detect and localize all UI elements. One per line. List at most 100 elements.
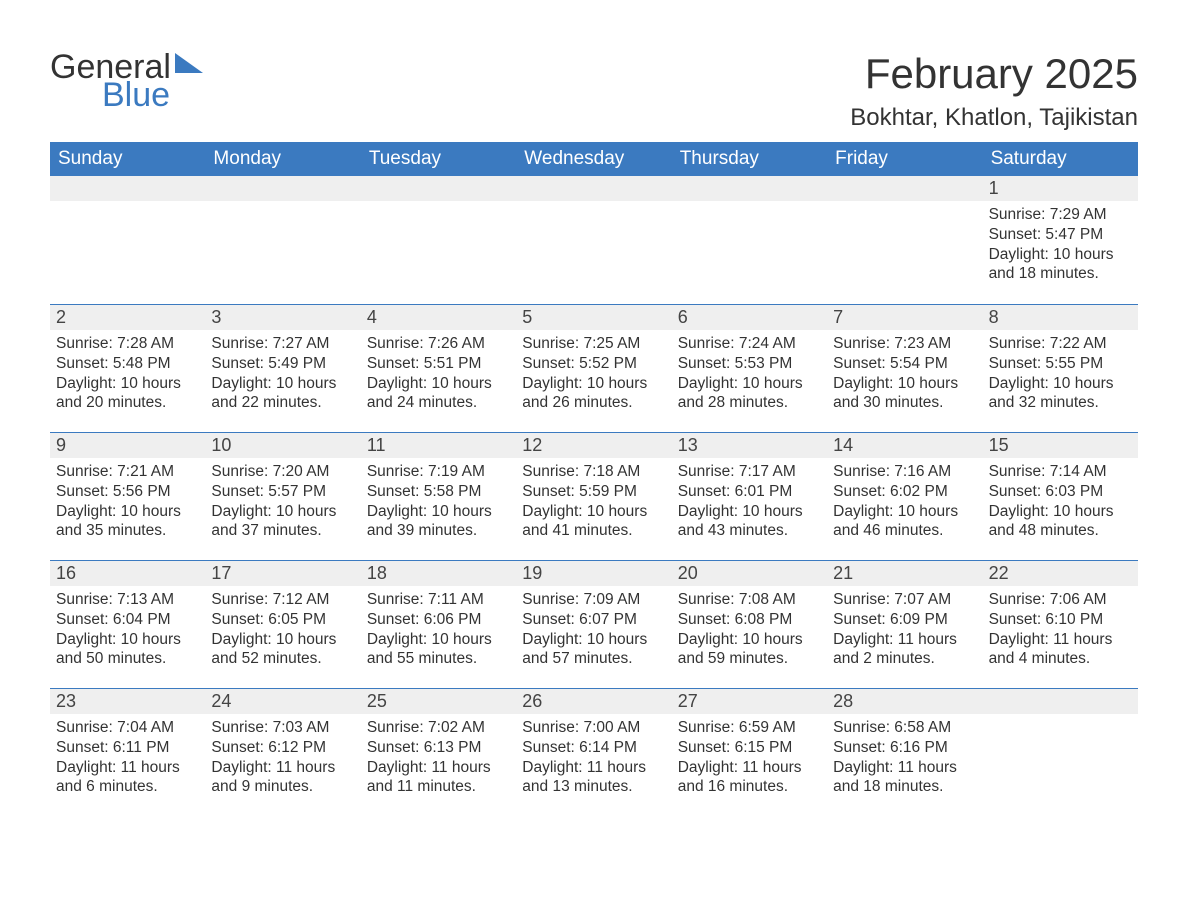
- day-number: 23: [56, 691, 76, 711]
- day-number: 20: [678, 563, 698, 583]
- sunset-line: Sunset: 6:01 PM: [678, 482, 814, 502]
- day-number-strip: [827, 176, 982, 201]
- sunset-line: Sunset: 6:09 PM: [833, 610, 969, 630]
- day-body: Sunrise: 7:12 AMSunset: 6:05 PMDaylight:…: [209, 586, 349, 669]
- day-body: Sunrise: 7:08 AMSunset: 6:08 PMDaylight:…: [676, 586, 816, 669]
- day-number: 27: [678, 691, 698, 711]
- day-number: 5: [522, 307, 532, 327]
- weeks-container: 1Sunrise: 7:29 AMSunset: 5:47 PMDaylight…: [50, 176, 1138, 816]
- day-number-strip: 14: [827, 433, 982, 458]
- day-cell: 8Sunrise: 7:22 AMSunset: 5:55 PMDaylight…: [983, 305, 1138, 432]
- sunset-line: Sunset: 5:55 PM: [989, 354, 1125, 374]
- day-number-strip: 19: [516, 561, 671, 586]
- day-number: 4: [367, 307, 377, 327]
- sunset-line: Sunset: 6:05 PM: [211, 610, 347, 630]
- day-number-strip: 5: [516, 305, 671, 330]
- daylight-line: Daylight: 10 hours and 35 minutes.: [56, 502, 192, 542]
- day-number: 7: [833, 307, 843, 327]
- sunrise-line: Sunrise: 7:12 AM: [211, 590, 347, 610]
- daylight-line: Daylight: 10 hours and 57 minutes.: [522, 630, 658, 670]
- day-number-strip: [361, 176, 516, 201]
- sunrise-line: Sunrise: 7:22 AM: [989, 334, 1125, 354]
- sunset-line: Sunset: 5:58 PM: [367, 482, 503, 502]
- sunrise-line: Sunrise: 7:17 AM: [678, 462, 814, 482]
- day-body: Sunrise: 7:16 AMSunset: 6:02 PMDaylight:…: [831, 458, 971, 541]
- day-number-strip: [50, 176, 205, 201]
- day-number-strip: [983, 689, 1138, 714]
- day-cell: 17Sunrise: 7:12 AMSunset: 6:05 PMDayligh…: [205, 561, 360, 688]
- day-number-strip: 1: [983, 176, 1138, 201]
- day-number: 10: [211, 435, 231, 455]
- sunrise-line: Sunrise: 7:28 AM: [56, 334, 192, 354]
- day-cell: 26Sunrise: 7:00 AMSunset: 6:14 PMDayligh…: [516, 689, 671, 816]
- day-cell: 12Sunrise: 7:18 AMSunset: 5:59 PMDayligh…: [516, 433, 671, 560]
- day-body: Sunrise: 7:17 AMSunset: 6:01 PMDaylight:…: [676, 458, 816, 541]
- day-of-week-cell: Tuesday: [361, 142, 516, 176]
- day-number-strip: [205, 176, 360, 201]
- sunset-line: Sunset: 5:51 PM: [367, 354, 503, 374]
- brand-logo: General Blue: [50, 50, 203, 112]
- day-of-week-header: SundayMondayTuesdayWednesdayThursdayFrid…: [50, 142, 1138, 176]
- day-body: Sunrise: 7:27 AMSunset: 5:49 PMDaylight:…: [209, 330, 349, 413]
- week-row: 1Sunrise: 7:29 AMSunset: 5:47 PMDaylight…: [50, 176, 1138, 304]
- daylight-line: Daylight: 10 hours and 43 minutes.: [678, 502, 814, 542]
- day-cell: 5Sunrise: 7:25 AMSunset: 5:52 PMDaylight…: [516, 305, 671, 432]
- day-cell: 2Sunrise: 7:28 AMSunset: 5:48 PMDaylight…: [50, 305, 205, 432]
- day-number-strip: 23: [50, 689, 205, 714]
- daylight-line: Daylight: 10 hours and 20 minutes.: [56, 374, 192, 414]
- day-body: Sunrise: 6:59 AMSunset: 6:15 PMDaylight:…: [676, 714, 816, 797]
- day-cell: 6Sunrise: 7:24 AMSunset: 5:53 PMDaylight…: [672, 305, 827, 432]
- day-body: Sunrise: 7:19 AMSunset: 5:58 PMDaylight:…: [365, 458, 505, 541]
- daylight-line: Daylight: 11 hours and 16 minutes.: [678, 758, 814, 798]
- sunset-line: Sunset: 6:03 PM: [989, 482, 1125, 502]
- sunrise-line: Sunrise: 7:14 AM: [989, 462, 1125, 482]
- day-of-week-cell: Friday: [827, 142, 982, 176]
- calendar-grid: SundayMondayTuesdayWednesdayThursdayFrid…: [50, 142, 1138, 816]
- sunset-line: Sunset: 5:57 PM: [211, 482, 347, 502]
- day-cell: 13Sunrise: 7:17 AMSunset: 6:01 PMDayligh…: [672, 433, 827, 560]
- day-cell: 23Sunrise: 7:04 AMSunset: 6:11 PMDayligh…: [50, 689, 205, 816]
- daylight-line: Daylight: 11 hours and 18 minutes.: [833, 758, 969, 798]
- day-number-strip: 28: [827, 689, 982, 714]
- day-number: 9: [56, 435, 66, 455]
- empty-day-cell: [672, 176, 827, 304]
- day-number-strip: 12: [516, 433, 671, 458]
- daylight-line: Daylight: 11 hours and 9 minutes.: [211, 758, 347, 798]
- day-number-strip: 3: [205, 305, 360, 330]
- sunrise-line: Sunrise: 7:11 AM: [367, 590, 503, 610]
- day-cell: 19Sunrise: 7:09 AMSunset: 6:07 PMDayligh…: [516, 561, 671, 688]
- day-number: 28: [833, 691, 853, 711]
- sunset-line: Sunset: 6:06 PM: [367, 610, 503, 630]
- day-number-strip: [516, 176, 671, 201]
- sunset-line: Sunset: 5:53 PM: [678, 354, 814, 374]
- day-number: 3: [211, 307, 221, 327]
- daylight-line: Daylight: 11 hours and 11 minutes.: [367, 758, 503, 798]
- month-title: February 2025: [850, 50, 1138, 98]
- sunrise-line: Sunrise: 6:58 AM: [833, 718, 969, 738]
- daylight-line: Daylight: 10 hours and 39 minutes.: [367, 502, 503, 542]
- sunrise-line: Sunrise: 7:24 AM: [678, 334, 814, 354]
- day-number-strip: 25: [361, 689, 516, 714]
- day-number: 19: [522, 563, 542, 583]
- daylight-line: Daylight: 10 hours and 55 minutes.: [367, 630, 503, 670]
- sunset-line: Sunset: 6:04 PM: [56, 610, 192, 630]
- day-number: 8: [989, 307, 999, 327]
- sunset-line: Sunset: 5:49 PM: [211, 354, 347, 374]
- sunset-line: Sunset: 6:15 PM: [678, 738, 814, 758]
- day-body: Sunrise: 7:18 AMSunset: 5:59 PMDaylight:…: [520, 458, 660, 541]
- day-body: Sunrise: 7:00 AMSunset: 6:14 PMDaylight:…: [520, 714, 660, 797]
- day-cell: 22Sunrise: 7:06 AMSunset: 6:10 PMDayligh…: [983, 561, 1138, 688]
- day-body: Sunrise: 7:13 AMSunset: 6:04 PMDaylight:…: [54, 586, 194, 669]
- daylight-line: Daylight: 10 hours and 30 minutes.: [833, 374, 969, 414]
- top-row: General Blue February 2025 Bokhtar, Khat…: [50, 50, 1138, 142]
- sunrise-line: Sunrise: 7:04 AM: [56, 718, 192, 738]
- day-of-week-cell: Sunday: [50, 142, 205, 176]
- week-row: 16Sunrise: 7:13 AMSunset: 6:04 PMDayligh…: [50, 560, 1138, 688]
- day-of-week-cell: Saturday: [983, 142, 1138, 176]
- day-number-strip: 8: [983, 305, 1138, 330]
- sunrise-line: Sunrise: 7:19 AM: [367, 462, 503, 482]
- daylight-line: Daylight: 10 hours and 41 minutes.: [522, 502, 658, 542]
- day-number: 11: [367, 435, 386, 455]
- day-cell: 18Sunrise: 7:11 AMSunset: 6:06 PMDayligh…: [361, 561, 516, 688]
- day-cell: 7Sunrise: 7:23 AMSunset: 5:54 PMDaylight…: [827, 305, 982, 432]
